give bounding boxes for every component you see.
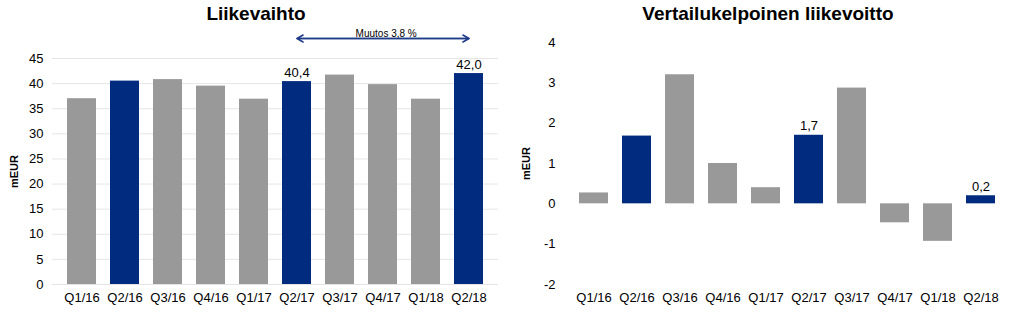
svg-text:10: 10	[29, 226, 43, 241]
svg-text:3: 3	[548, 75, 555, 90]
svg-text:Muutos 3,8 %: Muutos 3,8 %	[356, 28, 417, 39]
html-text:Vertailukelpoinen liikevoitto: Vertailukelpoinen liikevoitto	[642, 3, 894, 24]
svg-text:4: 4	[548, 35, 555, 50]
svg-text:2: 2	[548, 115, 555, 130]
svg-text:1,7: 1,7	[800, 118, 818, 133]
svg-text:40: 40	[29, 76, 43, 91]
svg-text:0: 0	[548, 196, 555, 211]
svg-text:Q4/16: Q4/16	[193, 290, 228, 305]
svg-text:Q2/17: Q2/17	[279, 290, 314, 305]
svg-text:Q3/17: Q3/17	[322, 290, 357, 305]
svg-text:mEUR: mEUR	[8, 155, 20, 188]
svg-text:25: 25	[29, 151, 43, 166]
svg-text:Q2/16: Q2/16	[619, 290, 654, 305]
svg-text:30: 30	[29, 126, 43, 141]
svg-text:35: 35	[29, 101, 43, 116]
svg-text:Q1/17: Q1/17	[748, 290, 783, 305]
svg-text:Q2/16: Q2/16	[107, 290, 142, 305]
svg-text:Q3/16: Q3/16	[662, 290, 697, 305]
svg-text:Q4/16: Q4/16	[705, 290, 740, 305]
svg-text:Q4/17: Q4/17	[877, 290, 912, 305]
svg-text:Q1/16: Q1/16	[64, 290, 99, 305]
svg-text:mEUR: mEUR	[520, 147, 532, 180]
svg-text:-1: -1	[544, 236, 556, 251]
svg-text:20: 20	[29, 176, 43, 191]
svg-text:0,2: 0,2	[972, 179, 990, 194]
svg-text:Q3/16: Q3/16	[150, 290, 185, 305]
svg-text:5: 5	[36, 252, 43, 267]
svg-text:Q4/17: Q4/17	[365, 290, 400, 305]
svg-text:0: 0	[36, 277, 43, 292]
svg-text:Q1/18: Q1/18	[920, 290, 955, 305]
svg-text:1: 1	[548, 156, 555, 171]
svg-text:-2: -2	[544, 277, 556, 292]
svg-text:Q1/17: Q1/17	[236, 290, 271, 305]
svg-text:40,4: 40,4	[284, 65, 309, 80]
html-text:Liikevaihto: Liikevaihto	[206, 3, 306, 24]
svg-text:15: 15	[29, 201, 43, 216]
svg-text:42,0: 42,0	[456, 57, 481, 72]
svg-text:Q3/17: Q3/17	[834, 290, 869, 305]
svg-text:Q2/17: Q2/17	[791, 290, 826, 305]
svg-text:45: 45	[29, 51, 43, 66]
svg-text:Q2/18: Q2/18	[451, 290, 486, 305]
svg-text:Q1/18: Q1/18	[408, 290, 443, 305]
svg-text:Q1/16: Q1/16	[576, 290, 611, 305]
svg-text:Q2/18: Q2/18	[963, 290, 998, 305]
